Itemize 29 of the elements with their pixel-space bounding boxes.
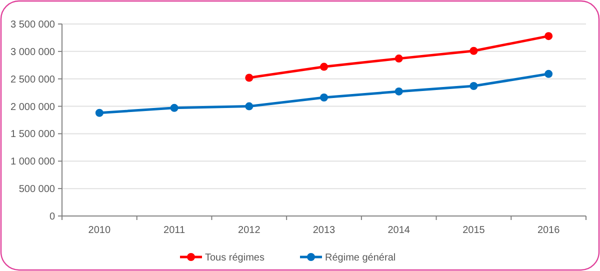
y-tick-label: 1 500 000 <box>10 129 56 140</box>
x-tick-label: 2016 <box>537 225 560 236</box>
x-tick-label: 2015 <box>462 225 486 236</box>
point <box>470 46 478 55</box>
point <box>320 62 328 71</box>
x-tick-label: 2013 <box>312 225 336 236</box>
y-tick-label: 0 <box>49 212 56 222</box>
point <box>245 74 254 82</box>
point <box>544 70 553 78</box>
y-tick-label: 2 000 000 <box>10 102 56 113</box>
x-tick-label: 2010 <box>88 225 111 236</box>
legend-label: Régime général <box>325 252 396 264</box>
y-tick-label: 1 000 000 <box>10 156 56 168</box>
point <box>394 87 403 96</box>
x-tick-label: 2011 <box>164 225 186 236</box>
point <box>170 104 178 112</box>
y-tick-label: 2 500 000 <box>10 74 56 86</box>
point <box>245 102 254 110</box>
legend-label: Tous régimes <box>205 252 264 264</box>
x-tick-label: 2014 <box>388 225 410 236</box>
point <box>544 32 553 40</box>
point <box>95 108 104 117</box>
y-tick-label: 3 000 000 <box>10 46 56 58</box>
y-tick-label: 500 000 <box>18 184 56 196</box>
point <box>470 82 478 90</box>
x-tick-label: 2012 <box>238 225 261 236</box>
y-tick-label: 3 500 000 <box>10 20 56 30</box>
point <box>320 94 328 102</box>
point <box>394 54 403 63</box>
